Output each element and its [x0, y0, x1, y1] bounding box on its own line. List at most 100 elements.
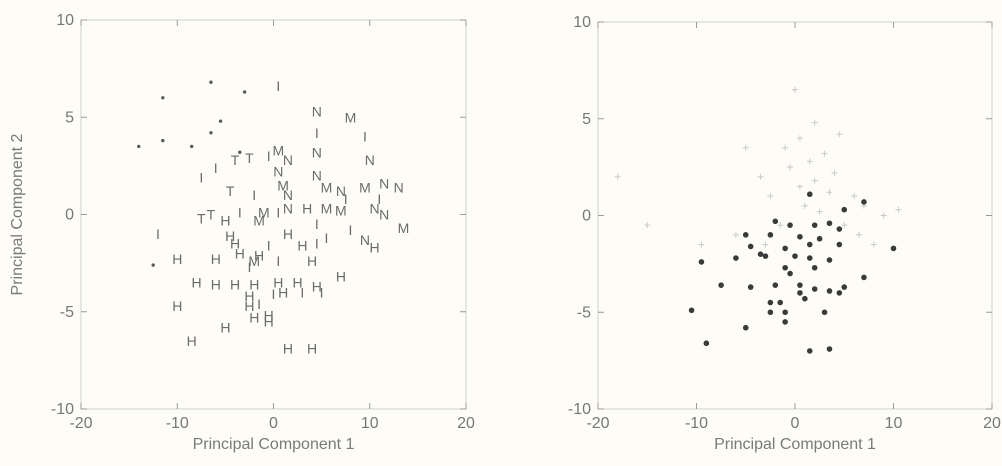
- data-point-plus: [762, 241, 769, 248]
- data-point-dot: [826, 346, 833, 352]
- data-point-dot: [718, 282, 724, 288]
- y-tick-label: -10: [51, 401, 74, 418]
- data-point-T: T: [226, 183, 235, 199]
- data-point-dot: [821, 309, 828, 316]
- data-point-plus: [880, 212, 887, 219]
- data-point-N: N: [379, 207, 389, 223]
- data-point-dot: [767, 309, 774, 316]
- data-point-I: I: [315, 216, 319, 232]
- data-point-I: I: [344, 191, 348, 207]
- data-point-plus: [895, 206, 902, 213]
- data-point-dot: [209, 80, 213, 84]
- data-point-dot: [161, 138, 165, 143]
- data-point-H: H: [187, 333, 197, 349]
- data-point-M: M: [253, 212, 265, 228]
- data-point-T: T: [245, 150, 254, 166]
- plot-frame: [80, 19, 467, 410]
- data-point-M: M: [321, 179, 333, 195]
- data-point-dot: [802, 295, 808, 302]
- data-point-H: H: [211, 251, 221, 267]
- data-point-dot: [841, 284, 848, 290]
- data-point-plus: [767, 193, 774, 200]
- data-point-plus: [870, 241, 877, 248]
- data-point-I: I: [315, 236, 319, 252]
- data-point-M: M: [335, 203, 347, 219]
- data-point-dot: [787, 270, 793, 277]
- y-tick-label: 5: [582, 111, 591, 128]
- data-point-I: I: [324, 230, 328, 246]
- data-point-N: N: [283, 201, 293, 217]
- data-point-plus: [742, 144, 749, 151]
- data-point-dot: [688, 307, 695, 314]
- data-point-I: I: [377, 191, 381, 207]
- data-point-I: I: [199, 170, 203, 186]
- data-point-H: H: [293, 275, 303, 291]
- data-point-plus: [644, 222, 651, 229]
- data-point-dot: [137, 144, 141, 149]
- data-point-N: N: [365, 152, 375, 168]
- data-point-dot: [806, 348, 813, 354]
- x-tick-label: 10: [885, 415, 903, 432]
- y-axis-title: Principal Component 2: [9, 133, 26, 295]
- data-point-plus: [796, 183, 803, 190]
- data-point-I: I: [276, 205, 280, 221]
- data-point-dot: [806, 241, 813, 248]
- data-point-H: H: [211, 277, 221, 293]
- data-point-dot: [161, 96, 165, 100]
- data-point-dot: [816, 235, 823, 242]
- data-point-plus: [777, 222, 784, 229]
- data-point-dot: [209, 131, 213, 135]
- data-point-H: H: [283, 341, 293, 357]
- data-point-N: N: [283, 152, 293, 168]
- data-point-N: N: [370, 201, 380, 217]
- data-point-H: H: [370, 240, 380, 256]
- data-point-M: M: [345, 109, 357, 125]
- data-point-dot: [782, 309, 788, 316]
- data-point-plus: [816, 208, 823, 215]
- data-point-I: I: [349, 222, 353, 238]
- data-point-dot: [787, 222, 793, 228]
- data-point-dot: [772, 218, 779, 225]
- x-tick-label: 20: [983, 415, 1001, 432]
- data-point-plus: [821, 150, 828, 157]
- data-point-dot: [742, 232, 749, 238]
- data-point-dot: [836, 226, 843, 232]
- data-point-N: N: [379, 175, 389, 191]
- data-point-H: H: [302, 201, 312, 217]
- data-point-dot: [826, 220, 833, 227]
- y-tick-label: -5: [577, 304, 591, 321]
- data-point-plus: [831, 169, 838, 176]
- data-point-dot: [762, 253, 769, 259]
- data-point-H: H: [220, 319, 230, 335]
- data-point-dot: [792, 253, 798, 259]
- data-point-I: I: [267, 238, 271, 254]
- y-tick-label: -5: [60, 304, 74, 321]
- data-point-dot: [777, 299, 784, 306]
- data-point-dot: [238, 150, 242, 154]
- data-point-T: T: [231, 152, 240, 168]
- data-point-dot: [698, 259, 705, 265]
- data-point-dot: [806, 191, 813, 198]
- data-point-T: T: [207, 207, 216, 223]
- data-point-H: H: [264, 313, 274, 329]
- data-point-dot: [841, 206, 848, 213]
- data-point-dot: [811, 264, 818, 271]
- data-point-dot: [747, 243, 754, 250]
- data-point-plus: [826, 189, 833, 196]
- data-point-I: I: [320, 284, 324, 300]
- data-point-H: H: [230, 277, 240, 293]
- y-tick-label: 0: [65, 207, 74, 224]
- data-point-N: N: [312, 103, 322, 119]
- data-point-dot: [806, 255, 813, 261]
- y-tick-label: 10: [573, 14, 591, 31]
- data-point-dot: [151, 263, 155, 267]
- data-point-T: T: [197, 210, 206, 226]
- data-point-dot: [189, 144, 194, 149]
- data-point-dot: [703, 340, 710, 347]
- x-tick-label: -10: [685, 415, 708, 432]
- data-point-H: H: [336, 269, 346, 285]
- data-point-H: H: [225, 228, 235, 244]
- data-point-H: H: [191, 275, 201, 291]
- data-point-H: H: [220, 212, 230, 228]
